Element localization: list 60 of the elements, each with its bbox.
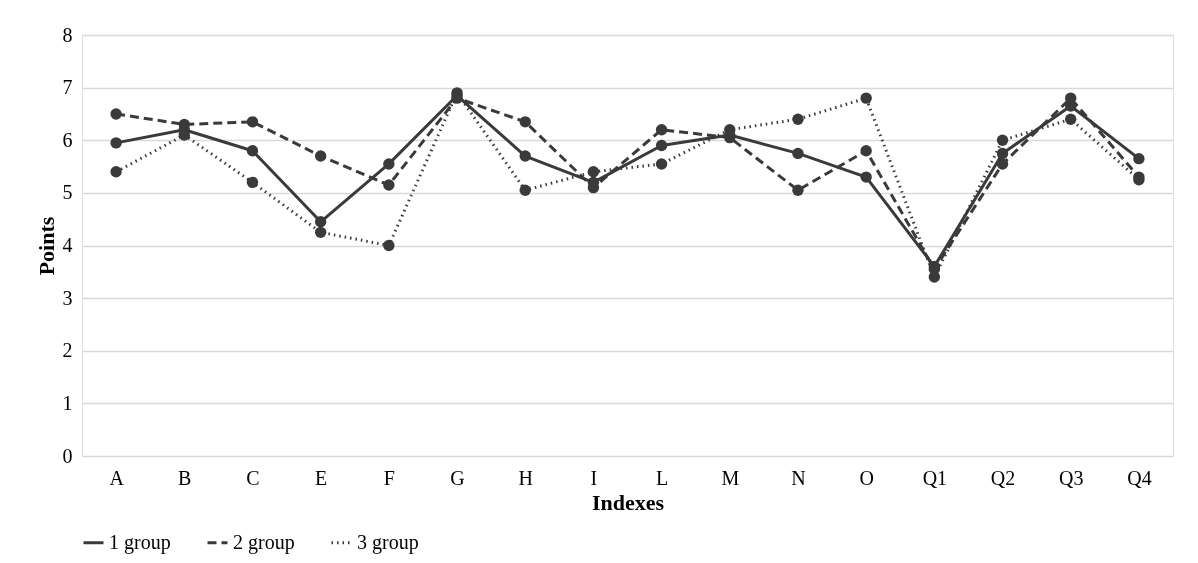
x-tick-label: H	[518, 466, 533, 489]
point	[246, 176, 259, 189]
point	[383, 179, 395, 191]
point	[860, 171, 872, 183]
point	[314, 216, 327, 228]
point	[655, 158, 668, 170]
point	[110, 108, 122, 120]
x-tick-label: N	[791, 466, 806, 489]
x-tick-label: A	[109, 466, 125, 489]
x-tick-label: L	[655, 466, 669, 489]
y-tick-label: 3	[62, 286, 73, 309]
point	[792, 147, 804, 160]
point	[1133, 152, 1145, 165]
point	[110, 137, 122, 149]
x-tick-label: C	[246, 466, 260, 489]
point	[110, 166, 122, 178]
point	[996, 158, 1009, 170]
point	[655, 139, 668, 152]
point	[314, 150, 327, 162]
x-tick-label: M	[721, 466, 740, 489]
x-tick-label: Q4	[1127, 466, 1152, 489]
x-tick-label: Q3	[1058, 466, 1084, 489]
point	[860, 92, 872, 104]
x-tick-label: Q1	[922, 466, 948, 489]
point	[519, 116, 531, 128]
point	[655, 124, 668, 136]
point	[246, 116, 259, 128]
y-tick-label: 1	[62, 391, 73, 414]
point	[519, 184, 531, 196]
point	[792, 184, 804, 196]
x-tick-label: O	[859, 466, 874, 489]
y-tick-label: 0	[62, 444, 73, 467]
y-axis-title: Points	[33, 216, 59, 276]
x-tick-label: I	[590, 466, 598, 489]
x-tick-label: F	[383, 466, 395, 489]
y-tick-label: 2	[62, 339, 73, 362]
point	[996, 134, 1009, 146]
point	[246, 145, 259, 157]
y-tick-label: 8	[62, 23, 73, 46]
x-tick-label: G	[450, 466, 465, 489]
legend-label: 3 group	[357, 530, 419, 554]
x-tick-label: Q2	[990, 466, 1016, 489]
point	[792, 113, 804, 125]
legend-label: 1 group	[109, 530, 171, 554]
point	[1065, 113, 1077, 125]
legend-label: 2 group	[233, 530, 295, 554]
point	[996, 147, 1009, 160]
y-tick-label: 7	[62, 76, 73, 99]
x-tick-label: B	[178, 466, 192, 489]
y-tick-label: 6	[62, 128, 73, 151]
x-tick-label: E	[315, 466, 328, 489]
y-tick-label: 4	[62, 234, 73, 256]
point	[383, 239, 395, 252]
point	[314, 226, 327, 239]
point	[587, 166, 600, 178]
y-tick-label: 5	[62, 181, 73, 204]
point	[519, 150, 531, 162]
x-axis-title: Indexes	[591, 489, 665, 515]
point	[383, 158, 395, 170]
point	[860, 145, 872, 157]
